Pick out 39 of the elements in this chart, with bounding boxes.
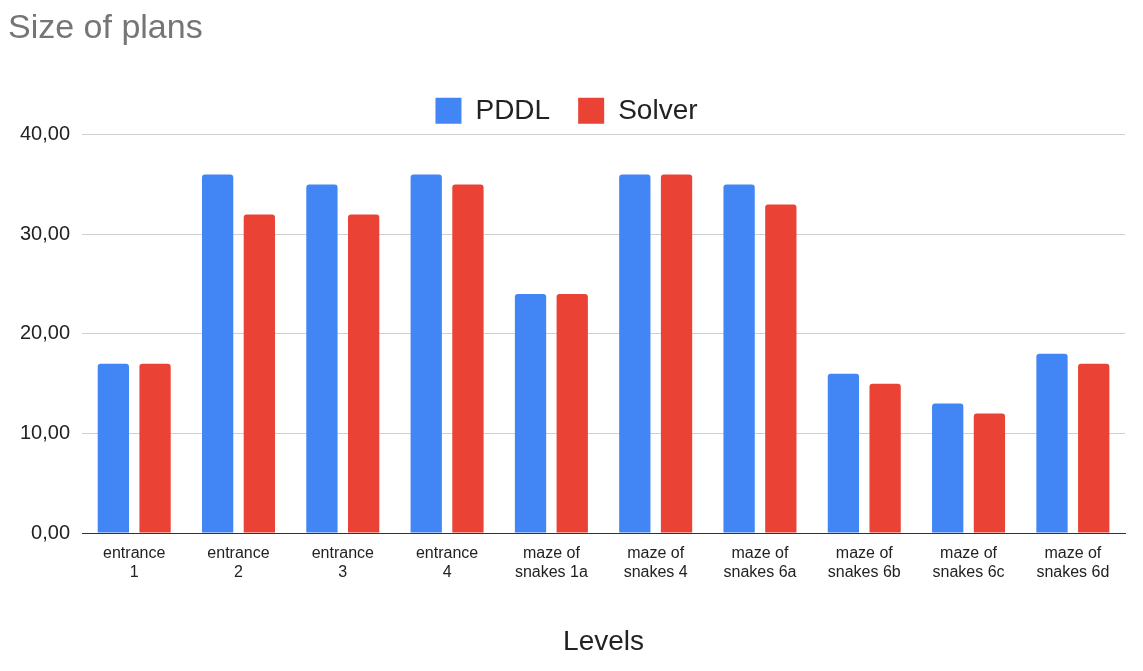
x-tick-label: entrance 4 xyxy=(415,544,479,581)
x-tick-label: maze of snakes 4 xyxy=(623,544,688,581)
bar xyxy=(932,403,964,533)
x-tick-label: maze of snakes 6c xyxy=(932,544,1005,581)
x-tick-label: entrance 3 xyxy=(311,544,375,581)
bar xyxy=(869,383,901,533)
legend-label: PDDL xyxy=(475,93,551,125)
bar xyxy=(452,184,484,533)
bar xyxy=(619,174,651,533)
y-tick-label: 30,00 xyxy=(19,221,71,244)
bar xyxy=(514,294,547,533)
x-axis-title: Levels xyxy=(563,624,644,656)
y-tick-label: 10,00 xyxy=(19,420,71,443)
bar xyxy=(1036,353,1068,533)
bar xyxy=(973,413,1006,533)
y-tick-label: 40,00 xyxy=(19,122,71,145)
chart-title: Size of plans xyxy=(8,6,203,45)
x-tick-label: maze of snakes 1a xyxy=(514,544,588,581)
bar xyxy=(723,184,755,533)
bar xyxy=(243,214,275,533)
x-tick-label: entrance 2 xyxy=(207,544,270,581)
x-tick-label: maze of snakes 6a xyxy=(723,544,797,581)
bar xyxy=(97,363,129,533)
bar xyxy=(139,363,171,533)
bar xyxy=(410,174,442,533)
legend-label: Solver xyxy=(618,93,698,125)
bar xyxy=(348,214,380,533)
bar xyxy=(306,184,338,533)
bar xyxy=(556,294,588,533)
bar xyxy=(765,204,797,533)
x-tick-label: entrance 1 xyxy=(103,544,166,581)
bar xyxy=(660,174,693,533)
bar xyxy=(1078,363,1110,533)
y-tick-label: 0,00 xyxy=(31,520,71,543)
bar xyxy=(201,174,234,533)
x-tick-label: maze of snakes 6d xyxy=(1036,544,1110,581)
y-tick-label: 20,00 xyxy=(19,321,71,344)
bar xyxy=(827,373,860,533)
x-tick-label: maze of snakes 6b xyxy=(827,544,901,581)
